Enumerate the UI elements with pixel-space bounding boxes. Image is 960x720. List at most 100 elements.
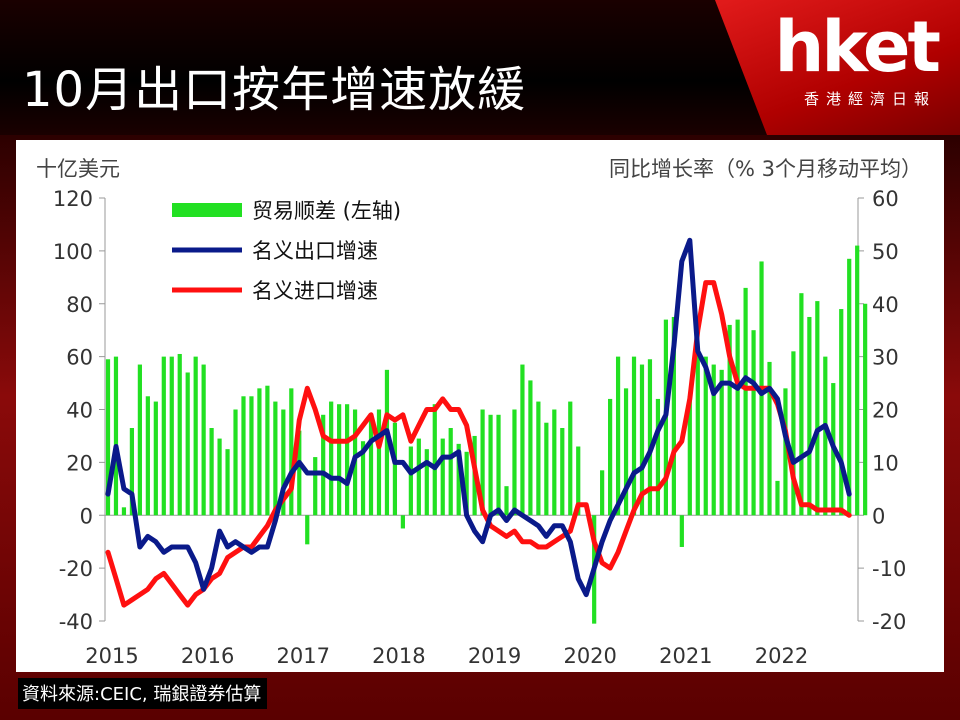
right-tick-label: -10 [872,557,906,581]
right-tick-label: 20 [872,399,899,423]
trade-surplus-bar [408,446,413,516]
right-tick-label: 40 [872,293,899,317]
trade-surplus-bar [297,430,302,516]
trade-surplus-bar [639,364,645,516]
trade-surplus-bar [329,401,334,516]
trade-surplus-bar [703,356,708,516]
trade-surplus-bar [735,319,740,516]
x-tick-label: 2022 [755,644,808,668]
trade-surplus-bar [480,409,485,516]
trade-surplus-bar [727,324,732,516]
trade-surplus-bar [217,438,222,516]
trade-surplus-bar [608,398,613,516]
trade-surplus-bar [512,409,517,516]
trade-surplus-bar [655,398,661,516]
trade-surplus-bar [265,385,270,516]
header-banner: 10月出口按年增速放緩 hket 香港經濟日報 [0,0,960,135]
trade-surplus-bar [169,356,174,516]
legend-label: 贸易顺差 (左轴) [252,199,401,223]
x-tick-label: 2018 [372,644,425,668]
right-axis-unit: 同比增长率（% 3个月移动平均） [609,157,922,181]
left-tick-label: 20 [66,451,93,475]
right-tick-label: 0 [872,504,885,528]
trade-surplus-bar [137,364,142,516]
left-tick-label: 80 [66,293,93,317]
left-tick-label: 0 [80,504,93,528]
legend-swatch-bar [172,203,242,217]
left-tick-label: 120 [53,187,93,211]
trade-surplus-bar [225,449,230,516]
trade-surplus-bar [281,409,286,516]
trade-surplus-bar [504,486,509,516]
trade-surplus-bar [552,409,557,516]
x-tick-label: 2016 [181,644,234,668]
trade-surplus-bar [783,388,788,516]
right-tick-label: 10 [872,451,899,475]
trade-surplus-bar [129,428,135,516]
trade-surplus-bar [807,316,812,516]
trade-surplus-bar [775,480,780,516]
trade-surplus-bar [257,388,262,516]
trade-surplus-bar [145,396,150,516]
trade-surplus-bar [305,515,310,545]
trade-surplus-bar [520,364,525,516]
trade-surplus-bar [249,396,254,516]
trade-surplus-bar [456,443,461,516]
trade-surplus-bar [289,388,294,516]
trade-surplus-bar [488,414,493,516]
trade-surplus-bar [432,404,437,516]
trade-surplus-bar [823,356,828,516]
trade-surplus-bar [448,428,453,516]
legend-label: 名义出口增速 [252,239,378,263]
left-tick-label: 40 [66,399,93,423]
right-tick-label: 60 [872,187,899,211]
trade-surplus-bar [855,245,860,516]
trade-surplus-bar [536,401,541,516]
legend-label: 名义进口增速 [252,279,378,303]
trade-surplus-bar [416,438,421,516]
page-title: 10月出口按年增速放緩 [22,62,527,118]
trade-surplus-bar [345,404,350,516]
left-tick-label: -20 [59,557,93,581]
left-tick-label: 100 [53,240,93,264]
trade-surplus-bar [711,364,716,516]
trade-surplus-bar [647,359,653,516]
trade-surplus-bar [560,428,565,516]
trade-surplus-bar [121,507,127,516]
trade-surplus-bar [679,515,684,547]
trade-surplus-bar [233,409,238,516]
chart-panel: 十亿美元 同比增长率（% 3个月移动平均） 120 100 80 60 40 20 0 -20-… [16,140,944,672]
trade-surplus-bar [839,309,844,516]
right-tick-label: 50 [872,240,899,264]
trade-surplus-bar [863,303,868,516]
trade-surplus-bar [153,401,158,516]
export-growth-line [105,237,852,598]
trade-surplus-bar [424,449,429,516]
trade-surplus-bar [623,388,629,516]
trade-surplus-bar [671,316,676,516]
trade-surplus-bar [751,330,756,516]
hket-logo: hket [774,6,941,88]
trade-surplus-bar [743,287,748,516]
trade-surplus-bar [767,361,772,516]
x-tick-label: 2019 [468,644,521,668]
trade-surplus-bar [384,369,390,516]
trade-surplus-bar [576,446,581,516]
x-tick-label: 2021 [659,644,712,668]
trade-surplus-bar [568,401,573,516]
right-tick-label: -20 [872,610,906,634]
source-note: 資料來源:CEIC, 瑞銀證券估算 [18,678,268,709]
trade-surplus-bar [464,451,469,516]
trade-surplus-bar [719,369,724,516]
x-tick-label: 2015 [85,644,138,668]
trade-surplus-bar [695,348,700,516]
trade-surplus-bar [177,353,182,516]
trade-surplus-bar [799,293,804,516]
trade-surplus-bar [185,372,190,516]
trade-surplus-bar [496,414,501,516]
trade-surplus-bar [847,258,852,516]
trade-surplus-bar [209,428,214,516]
trade-surplus-bar [105,359,111,516]
trade-surplus-bar [193,356,198,516]
right-tick-label: 30 [872,346,899,370]
